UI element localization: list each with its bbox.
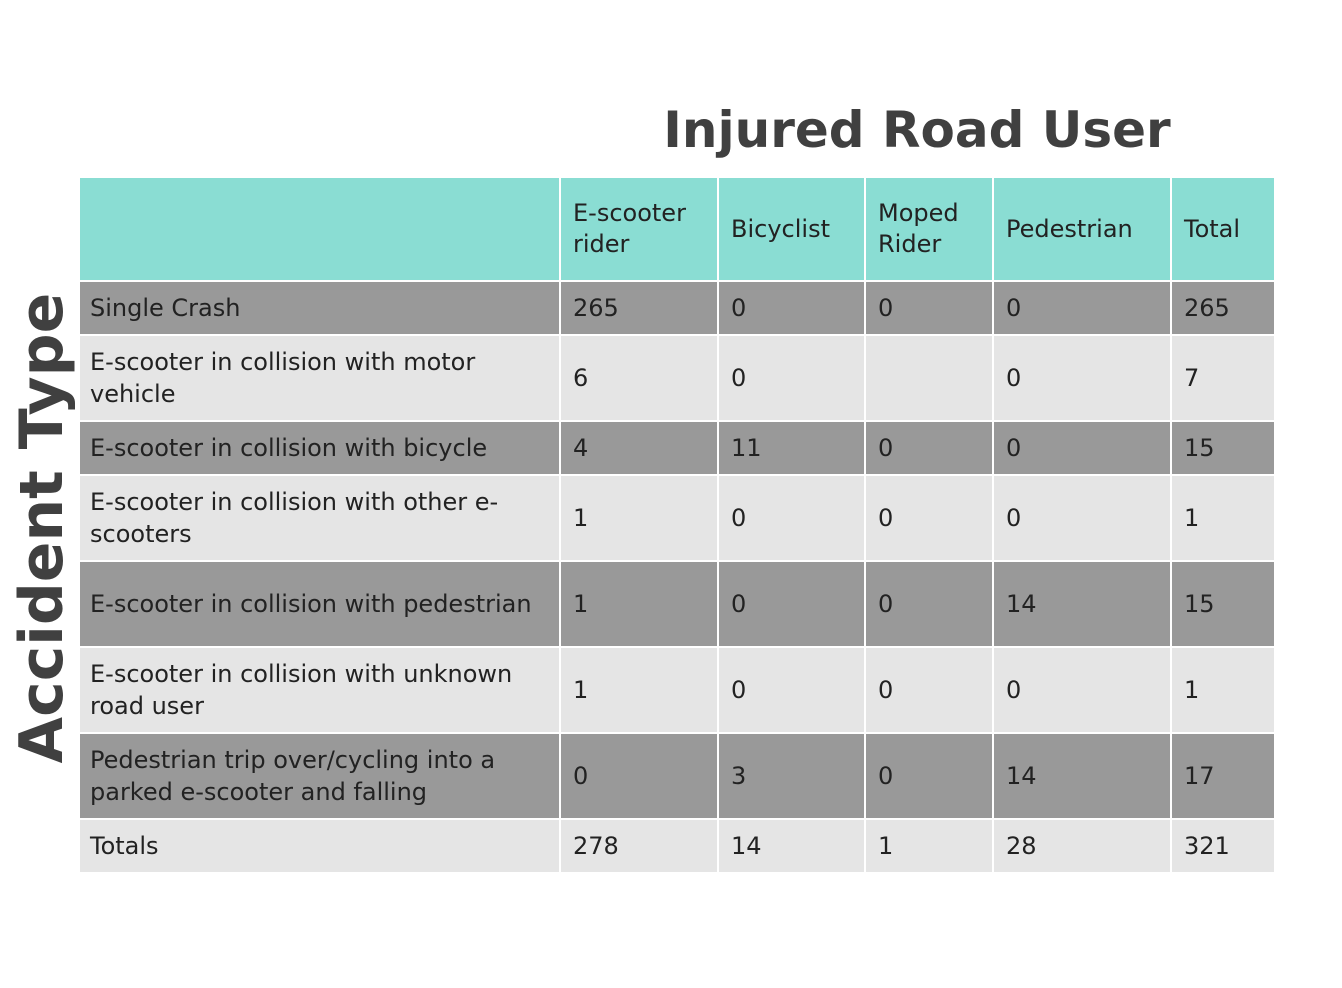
cell-moped-rider: 0 — [864, 280, 993, 335]
cell-e-scooter-rider: 265 — [559, 280, 718, 335]
header-moped-rider: Moped Rider — [864, 178, 993, 281]
cell-bicyclist: 11 — [717, 420, 865, 475]
header-row: E-scooter rider Bicyclist Moped Rider Pe… — [80, 178, 1274, 281]
cell-total: 1 — [1170, 646, 1274, 733]
row-label: E-scooter in collision with motor vehicl… — [80, 334, 560, 421]
table-row: E-scooter in collision with unknown road… — [80, 646, 1274, 733]
row-label: Pedestrian trip over/cycling into a park… — [80, 732, 560, 819]
cell-moped-rider: 0 — [864, 732, 993, 819]
header-bicyclist: Bicyclist — [717, 178, 865, 281]
cell-moped-rider: 0 — [864, 560, 993, 647]
cell-pedestrian: 14 — [992, 732, 1171, 819]
header-total: Total — [1170, 178, 1274, 281]
cell-total: 15 — [1170, 560, 1274, 647]
cell-e-scooter-rider: 4 — [559, 420, 718, 475]
cell-pedestrian: 0 — [992, 646, 1171, 733]
header-e-scooter-rider: E-scooter rider — [559, 178, 718, 281]
cell-moped-rider: 1 — [864, 818, 993, 872]
row-title: Accident Type — [7, 292, 77, 764]
cell-total: 1 — [1170, 474, 1274, 561]
cell-e-scooter-rider: 1 — [559, 474, 718, 561]
cell-e-scooter-rider: 1 — [559, 646, 718, 733]
cell-bicyclist: 0 — [717, 474, 865, 561]
column-title: Injured Road User — [663, 101, 1171, 159]
table-row: E-scooter in collision with pedestrian 1… — [80, 560, 1274, 647]
cell-e-scooter-rider: 6 — [559, 334, 718, 421]
cell-moped-rider: 0 — [864, 474, 993, 561]
cell-pedestrian: 0 — [992, 334, 1171, 421]
table-row: Single Crash 265 0 0 0 265 — [80, 280, 1274, 335]
table-row: E-scooter in collision with motor vehicl… — [80, 334, 1274, 421]
cell-bicyclist: 14 — [717, 818, 865, 872]
row-label: E-scooter in collision with bicycle — [80, 420, 560, 475]
row-label: Single Crash — [80, 280, 560, 335]
table-row: E-scooter in collision with bicycle 4 11… — [80, 420, 1274, 475]
cell-pedestrian: 28 — [992, 818, 1171, 872]
cell-bicyclist: 0 — [717, 334, 865, 421]
cell-e-scooter-rider: 0 — [559, 732, 718, 819]
data-table: E-scooter rider Bicyclist Moped Rider Pe… — [80, 178, 1274, 872]
row-label: E-scooter in collision with unknown road… — [80, 646, 560, 733]
header-corner-cell — [80, 178, 560, 281]
cell-pedestrian: 0 — [992, 420, 1171, 475]
cell-moped-rider: 0 — [864, 420, 993, 475]
cell-bicyclist: 0 — [717, 646, 865, 733]
cell-total: 17 — [1170, 732, 1274, 819]
cell-pedestrian: 0 — [992, 474, 1171, 561]
cell-e-scooter-rider: 278 — [559, 818, 718, 872]
header-pedestrian: Pedestrian — [992, 178, 1171, 281]
row-label: Totals — [80, 818, 560, 872]
cell-bicyclist: 3 — [717, 732, 865, 819]
cell-moped-rider: 0 — [864, 646, 993, 733]
cell-bicyclist: 0 — [717, 280, 865, 335]
table-row: Pedestrian trip over/cycling into a park… — [80, 732, 1274, 819]
cell-moped-rider — [864, 334, 993, 421]
cell-pedestrian: 14 — [992, 560, 1171, 647]
totals-row: Totals 278 14 1 28 321 — [80, 818, 1274, 872]
table-row: E-scooter in collision with other e-scoo… — [80, 474, 1274, 561]
cell-total: 7 — [1170, 334, 1274, 421]
row-label: E-scooter in collision with other e-scoo… — [80, 474, 560, 561]
row-label: E-scooter in collision with pedestrian — [80, 560, 560, 647]
cell-pedestrian: 0 — [992, 280, 1171, 335]
cell-total: 265 — [1170, 280, 1274, 335]
cell-total: 15 — [1170, 420, 1274, 475]
cell-bicyclist: 0 — [717, 560, 865, 647]
cell-e-scooter-rider: 1 — [559, 560, 718, 647]
cell-total: 321 — [1170, 818, 1274, 872]
